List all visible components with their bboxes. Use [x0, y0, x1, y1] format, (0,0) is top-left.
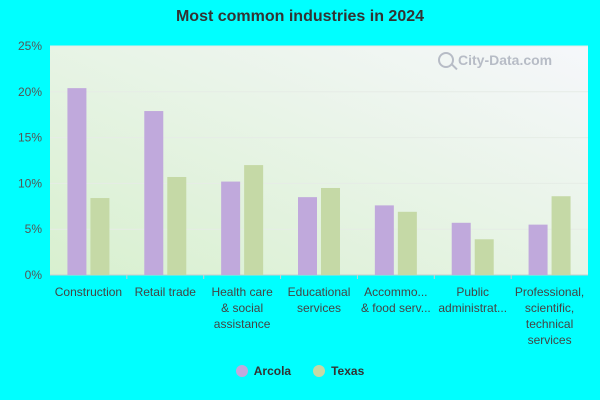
x-category-label: assistance — [214, 317, 271, 331]
x-category-label: & food serv... — [361, 301, 431, 315]
bar-texas[interactable] — [321, 187, 340, 275]
chart-title: Most common industries in 2024 — [175, 8, 425, 25]
bar-arcola[interactable] — [374, 205, 394, 275]
y-tick-label: 15% — [18, 131, 42, 145]
watermark: City-Data.com — [438, 52, 552, 68]
legend-swatch — [313, 365, 326, 377]
plot-area — [50, 46, 588, 275]
y-tick-label: 25% — [18, 39, 42, 53]
x-category-label: & social — [221, 301, 263, 315]
x-category-label: scientific, — [525, 301, 574, 315]
x-category-label: services — [528, 333, 572, 347]
x-category-label: administrat... — [438, 301, 507, 315]
legend: Arcola Texas — [0, 364, 600, 378]
legend-item-texas[interactable]: Texas — [313, 364, 364, 378]
x-category-label: Retail trade — [135, 285, 197, 299]
bar-arcola[interactable] — [144, 111, 164, 275]
y-tick-label: 10% — [18, 176, 42, 190]
bar-arcola[interactable] — [528, 224, 548, 275]
x-category-label: Professional, — [515, 285, 584, 299]
bar-arcola[interactable] — [451, 222, 471, 275]
bar-texas[interactable] — [474, 239, 494, 275]
bar-arcola[interactable] — [298, 197, 317, 275]
bar-texas[interactable] — [167, 176, 187, 275]
watermark-text: City-Data.com — [458, 52, 553, 68]
x-category-label: Construction — [55, 285, 122, 299]
legend-item-arcola[interactable]: Arcola — [235, 364, 292, 378]
legend-label: Texas — [331, 364, 365, 378]
legend-label: Arcola — [253, 364, 292, 378]
bar-arcola[interactable] — [67, 88, 87, 275]
bar-texas[interactable] — [551, 196, 571, 275]
y-tick-label: 20% — [18, 85, 42, 99]
legend-swatch — [235, 365, 248, 377]
x-category-label: Educational — [288, 285, 351, 299]
x-category-label: technical — [526, 317, 573, 331]
x-category-label: Public — [456, 285, 489, 299]
bar-texas[interactable] — [90, 198, 110, 275]
y-tick-label: 0% — [25, 268, 43, 282]
bar-arcola[interactable] — [221, 181, 241, 275]
x-category-label: Accommo... — [364, 285, 427, 299]
bar-texas[interactable] — [244, 165, 264, 275]
magnifier-icon — [438, 52, 454, 68]
x-category-label: services — [297, 301, 341, 315]
x-category-label: Health care — [211, 285, 273, 299]
y-tick-label: 5% — [25, 222, 43, 236]
bar-texas[interactable] — [397, 211, 417, 275]
